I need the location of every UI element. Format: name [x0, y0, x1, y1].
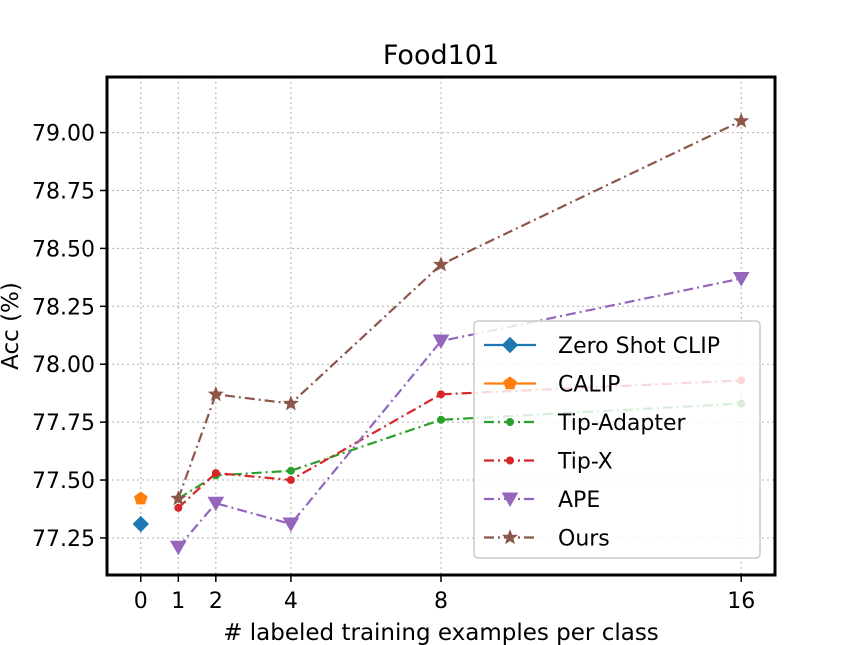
x-tick-label: 1 [171, 589, 185, 614]
legend-label-ape: APE [558, 488, 600, 513]
legend-frame [473, 320, 761, 559]
ticks: 0 1 2 4 8 16 77.25 77.50 77.75 78.00 78.25 78.50 78.… [32, 122, 755, 614]
legend-marker-ape [501, 492, 519, 508]
data-point-tip-x [286, 476, 295, 485]
y-axis-label: Acc (%) [0, 282, 24, 370]
y-tick-label: 77.75 [32, 411, 95, 436]
legend-marker-tip-adapter [506, 418, 514, 426]
x-tick-label: 16 [727, 589, 755, 614]
data-point-ape [207, 496, 225, 512]
legend-marker-ours [502, 529, 518, 545]
data-point-ours [207, 385, 224, 402]
data-point-ape [732, 272, 750, 287]
legend-label-calip: CALIP [558, 373, 620, 398]
legend-marker-zero-shot-clip [501, 336, 519, 354]
data-point-tip-adapter [286, 466, 295, 475]
x-tick-label: 0 [134, 589, 148, 614]
y-tick-label: 78.00 [32, 353, 95, 378]
legend-label-zero-shot-clip: Zero Shot CLIP [558, 334, 720, 359]
y-tick-label: 77.50 [32, 469, 95, 494]
data-point-ape [432, 334, 450, 350]
x-tick-label: 8 [434, 589, 448, 614]
data-point-ape [169, 540, 187, 556]
data-point-tip-x [211, 469, 220, 478]
data-point-ours [433, 256, 449, 272]
x-tick-label: 2 [209, 589, 223, 614]
data-point-zero-shot-clip [132, 515, 149, 533]
x-tick-label: 4 [284, 589, 298, 614]
y-tick-label: 77.25 [32, 527, 95, 552]
series-layer [132, 112, 750, 556]
legend: Zero Shot CLIP CALIP Tip-Adapter Tip-X APE Ou… [473, 320, 761, 559]
data-point-ours [170, 490, 187, 506]
data-point-tip-x [174, 503, 183, 512]
legend-marker-calip [503, 376, 517, 390]
chart-title: Food101 [383, 40, 499, 71]
y-tick-label: 78.25 [32, 295, 95, 320]
legend-marker-tip-x [506, 456, 514, 465]
y-tick-label: 78.75 [32, 179, 95, 204]
series-line-tip-adapter [177, 402, 742, 500]
data-point-calip [134, 491, 148, 505]
data-point-ours [733, 112, 750, 128]
y-tick-label: 78.50 [32, 237, 95, 262]
data-point-ours [282, 395, 299, 411]
data-point-ape [282, 517, 300, 533]
data-point-tip-x [437, 390, 445, 399]
x-axis-label: # labeled training examples per class [223, 620, 659, 645]
legend-label-tip-adapter: Tip-Adapter [557, 411, 687, 436]
data-point-tip-adapter [437, 415, 445, 424]
legend-label-tip-x: Tip-X [557, 450, 613, 475]
legend-label-ours: Ours [558, 527, 610, 552]
y-tick-label: 79.00 [32, 122, 95, 147]
